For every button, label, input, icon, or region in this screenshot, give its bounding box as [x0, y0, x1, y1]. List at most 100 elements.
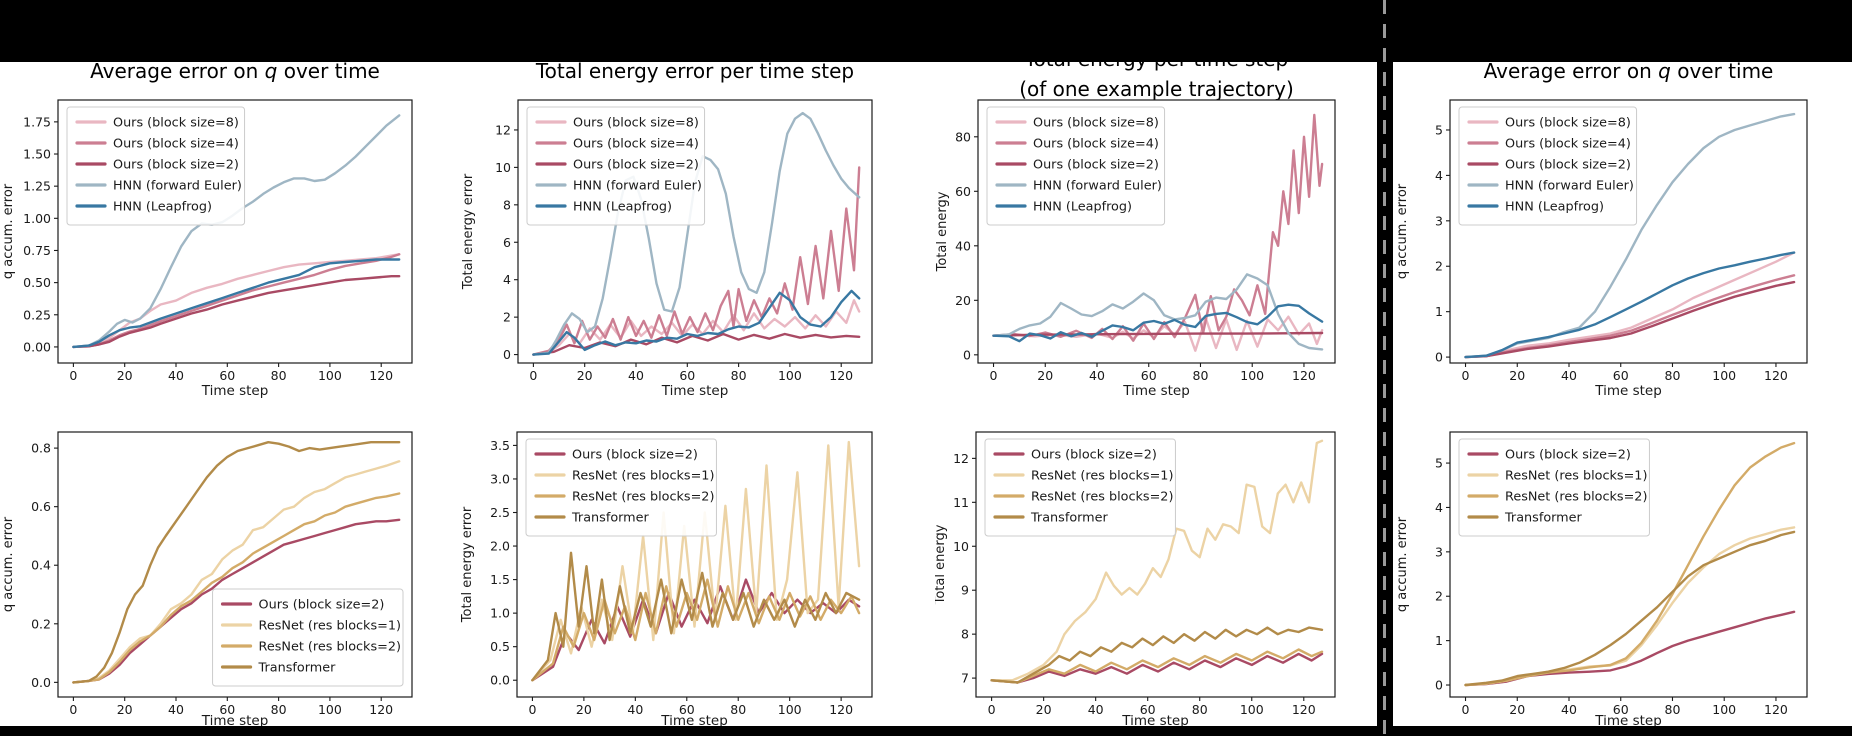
svg-text:20: 20 — [1037, 368, 1053, 383]
svg-text:Ours (block size=4): Ours (block size=4) — [1033, 137, 1159, 152]
svg-text:2.0: 2.0 — [490, 539, 510, 554]
svg-text:Total energy error: Total energy error — [460, 506, 475, 623]
svg-text:2.5: 2.5 — [490, 505, 510, 520]
svg-text:3: 3 — [1435, 213, 1443, 228]
svg-text:3: 3 — [1435, 544, 1443, 559]
svg-text:100: 100 — [1240, 368, 1264, 383]
svg-text:8: 8 — [503, 197, 511, 212]
svg-text:20: 20 — [577, 368, 593, 383]
svg-text:Ours (block size=4): Ours (block size=4) — [573, 137, 699, 152]
svg-text:2: 2 — [503, 310, 511, 325]
svg-text:20: 20 — [117, 368, 133, 383]
svg-text:Ours (block size=8): Ours (block size=8) — [573, 116, 699, 131]
svg-text:80: 80 — [1665, 368, 1681, 383]
svg-text:100: 100 — [778, 702, 802, 717]
svg-text:120: 120 — [1292, 702, 1316, 717]
svg-text:0: 0 — [1435, 350, 1443, 365]
svg-text:20: 20 — [1509, 702, 1525, 717]
svg-text:8: 8 — [961, 627, 969, 642]
svg-text:q accum. error: q accum. error — [1395, 183, 1410, 279]
svg-text:40: 40 — [628, 368, 644, 383]
svg-text:2: 2 — [1435, 259, 1443, 274]
svg-text:120: 120 — [829, 702, 853, 717]
svg-text:q accum. error: q accum. error — [1, 516, 16, 612]
chart-total-energy-hnn: Total energy per time step(of one exampl… — [935, 30, 1393, 410]
svg-text:80: 80 — [730, 702, 746, 717]
svg-text:1.25: 1.25 — [23, 179, 51, 194]
svg-text:0.8: 0.8 — [31, 441, 51, 456]
svg-text:Total energy: Total energy — [935, 191, 950, 272]
svg-text:40: 40 — [168, 368, 184, 383]
svg-text:3.0: 3.0 — [490, 471, 510, 486]
svg-text:60: 60 — [1613, 702, 1629, 717]
svg-text:60: 60 — [1613, 368, 1629, 383]
svg-text:5: 5 — [1435, 456, 1443, 471]
svg-text:60: 60 — [679, 368, 695, 383]
svg-text:1.50: 1.50 — [23, 147, 51, 162]
svg-text:Ours (block size=2): Ours (block size=2) — [1505, 448, 1631, 463]
svg-text:0.50: 0.50 — [23, 275, 51, 290]
svg-text:Ours (block size=8): Ours (block size=8) — [1505, 116, 1631, 131]
svg-text:40: 40 — [1561, 368, 1577, 383]
svg-text:4: 4 — [1435, 168, 1443, 183]
svg-text:40: 40 — [1561, 702, 1577, 717]
svg-text:80: 80 — [1192, 702, 1208, 717]
svg-text:Ours (block size=2): Ours (block size=2) — [113, 158, 239, 173]
svg-text:Ours (block size=2): Ours (block size=2) — [1031, 448, 1157, 463]
svg-text:6: 6 — [503, 235, 511, 250]
svg-text:5: 5 — [1435, 122, 1443, 137]
svg-text:120: 120 — [1764, 702, 1788, 717]
svg-text:40: 40 — [1089, 368, 1105, 383]
svg-text:60: 60 — [219, 368, 235, 383]
svg-text:2: 2 — [1435, 589, 1443, 604]
chart-q-error-hnn: Average error on q over time 0 20 40 60 80 100… — [0, 30, 460, 410]
svg-text:Ours (block size=2): Ours (block size=2) — [1033, 158, 1159, 173]
svg-text:4: 4 — [1435, 500, 1443, 515]
svg-text:0: 0 — [1435, 678, 1443, 693]
svg-text:Ours (block size=2): Ours (block size=2) — [1505, 158, 1631, 173]
svg-text:Time step: Time step — [201, 383, 269, 399]
svg-text:0.25: 0.25 — [23, 307, 51, 322]
svg-text:Time step: Time step — [1594, 713, 1662, 729]
svg-text:100: 100 — [778, 368, 802, 383]
svg-text:12: 12 — [953, 451, 969, 466]
svg-text:0: 0 — [1462, 702, 1470, 717]
svg-text:Time step: Time step — [661, 383, 729, 399]
svg-text:12: 12 — [495, 122, 511, 137]
svg-text:100: 100 — [318, 702, 342, 717]
svg-text:Time step: Time step — [201, 713, 269, 729]
svg-text:60: 60 — [955, 184, 971, 199]
svg-text:1.0: 1.0 — [490, 606, 510, 621]
svg-text:HNN (forward Euler): HNN (forward Euler) — [113, 179, 242, 194]
svg-text:120: 120 — [369, 368, 393, 383]
svg-text:HNN (Leapfrog): HNN (Leapfrog) — [113, 200, 212, 215]
svg-text:120: 120 — [829, 368, 853, 383]
chart-q-error-baselines: 0 20 40 60 80 100 120 0.0 0.2 0.4 0.6 0.8 Time step q… — [0, 410, 460, 736]
svg-text:Ours (block size=4): Ours (block size=4) — [113, 137, 239, 152]
svg-text:20: 20 — [117, 702, 133, 717]
svg-text:40: 40 — [1088, 702, 1104, 717]
chart-energy-error-baselines: 0 20 40 60 80 100 120 0.0 0.5 1.0 1.5 2.0 2.5 3.0 3.5 T… — [460, 410, 935, 736]
svg-text:80: 80 — [955, 129, 971, 144]
svg-text:0.2: 0.2 — [31, 616, 51, 631]
svg-text:40: 40 — [955, 238, 971, 253]
svg-text:Total energy error: Total energy error — [461, 173, 476, 290]
bottom-letterbox-bar — [0, 726, 1852, 736]
svg-text:ResNet (res blocks=1): ResNet (res blocks=1) — [1031, 469, 1173, 484]
svg-text:1: 1 — [1435, 633, 1443, 648]
svg-text:9: 9 — [961, 583, 969, 598]
svg-text:0: 0 — [69, 702, 77, 717]
svg-text:Transformer: Transformer — [258, 661, 337, 676]
svg-text:60: 60 — [219, 702, 235, 717]
svg-text:100: 100 — [318, 368, 342, 383]
svg-text:80: 80 — [271, 702, 287, 717]
svg-text:HNN (forward Euler): HNN (forward Euler) — [573, 179, 702, 194]
svg-text:HNN (Leapfrog): HNN (Leapfrog) — [1033, 200, 1132, 215]
svg-text:HNN (forward Euler): HNN (forward Euler) — [1033, 179, 1162, 194]
svg-text:Time step: Time step — [1121, 713, 1189, 729]
svg-text:80: 80 — [731, 368, 747, 383]
svg-text:0: 0 — [528, 702, 536, 717]
svg-text:ResNet (res blocks=1): ResNet (res blocks=1) — [1505, 469, 1647, 484]
top-letterbox-bar — [0, 0, 1852, 62]
